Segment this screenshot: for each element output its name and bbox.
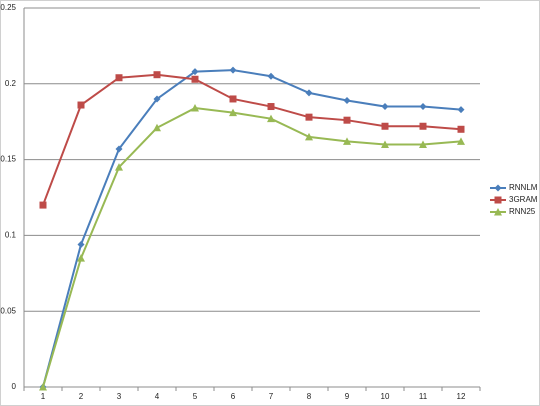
- data-point: [39, 201, 47, 209]
- legend-marker: [494, 184, 502, 192]
- x-tick-label: 9: [345, 392, 350, 401]
- x-tick-label: 11: [419, 392, 428, 401]
- data-point: [77, 254, 85, 262]
- x-tick-label: 12: [457, 392, 466, 401]
- data-point: [39, 383, 47, 391]
- x-tick-label: 4: [155, 392, 160, 401]
- data-point: [457, 137, 465, 145]
- series-line: [42, 73, 462, 206]
- x-tick-label: 2: [79, 392, 84, 401]
- data-point: [343, 96, 351, 104]
- data-point: [191, 75, 199, 83]
- legend-marker: [494, 196, 502, 204]
- data-point: [191, 68, 199, 76]
- data-point: [153, 123, 161, 132]
- data-point: [115, 74, 123, 82]
- x-tick-label: 3: [117, 392, 122, 401]
- legend-marker: [494, 208, 502, 216]
- y-tick-label: 0.2: [5, 79, 17, 88]
- data-point: [457, 106, 465, 114]
- x-tick-label: 1: [41, 392, 46, 401]
- data-point: [267, 103, 275, 111]
- x-tick-label: 5: [193, 392, 198, 401]
- data-point: [77, 240, 85, 248]
- data-point: [343, 137, 351, 145]
- y-tick-label: 0.1: [5, 231, 17, 240]
- data-point: [381, 103, 389, 111]
- x-tick-label: 10: [381, 392, 390, 401]
- y-tick-label: 0: [12, 382, 17, 391]
- legend-label: RNN25: [509, 207, 536, 216]
- y-tick-label: 0.25: [0, 3, 16, 12]
- data-point: [305, 132, 313, 141]
- data-point: [153, 95, 161, 103]
- data-point: [77, 101, 85, 109]
- data-point: [419, 140, 427, 148]
- series-line: [42, 107, 462, 388]
- data-point: [229, 95, 237, 103]
- data-point: [267, 72, 275, 80]
- y-tick-label: 0.05: [0, 306, 16, 315]
- data-point: [381, 140, 389, 148]
- data-point: [153, 71, 161, 79]
- legend-label: 3GRAM: [509, 195, 538, 204]
- data-point: [381, 122, 389, 130]
- data-point: [305, 89, 313, 97]
- series-line: [42, 69, 462, 388]
- data-point: [419, 122, 427, 130]
- data-point: [229, 66, 237, 74]
- data-point: [343, 116, 351, 124]
- data-point: [305, 113, 313, 121]
- data-point: [267, 114, 275, 123]
- data-point: [457, 125, 465, 133]
- data-point: [191, 104, 199, 112]
- data-point: [229, 108, 237, 117]
- data-point: [419, 103, 427, 111]
- y-tick-label: 0.15: [0, 155, 16, 164]
- data-point: [115, 145, 123, 153]
- legend-label: RNNLM: [509, 183, 538, 192]
- data-point: [115, 163, 123, 171]
- x-tick-label: 7: [269, 392, 274, 401]
- x-tick-label: 8: [307, 392, 312, 401]
- x-tick-label: 6: [231, 392, 236, 401]
